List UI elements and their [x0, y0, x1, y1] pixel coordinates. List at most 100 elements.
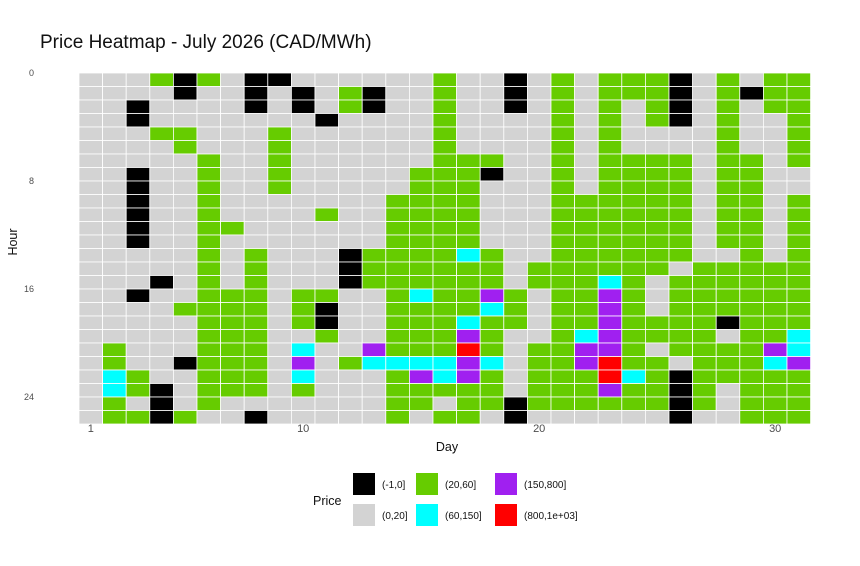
heatmap-cell	[597, 180, 623, 195]
heatmap-cell	[668, 248, 694, 263]
heatmap-cell	[220, 369, 245, 384]
heatmap-cell	[338, 153, 363, 168]
heatmap-cell	[196, 140, 222, 155]
heatmap-cell	[527, 167, 552, 182]
heatmap-cell	[361, 140, 387, 155]
heatmap-cell	[574, 329, 599, 344]
heatmap-cell	[574, 302, 599, 317]
heatmap-cell	[692, 167, 717, 182]
heatmap-cell	[338, 180, 363, 195]
heatmap-cell	[621, 342, 646, 357]
heatmap-cell	[574, 86, 599, 101]
heatmap-cell	[432, 275, 458, 290]
heatmap-cell	[527, 410, 552, 425]
heatmap-cell	[739, 113, 764, 128]
heatmap-cell	[432, 194, 458, 209]
heatmap-cell	[786, 410, 812, 425]
heatmap-cell	[715, 234, 741, 249]
heatmap-cell	[597, 315, 623, 330]
heatmap-cell	[479, 221, 505, 236]
heatmap-cell	[78, 329, 104, 344]
heatmap-cell	[527, 113, 552, 128]
heatmap-cell	[503, 113, 528, 128]
y-tick-label: 16	[24, 284, 34, 294]
heatmap-cell	[314, 72, 340, 87]
heatmap-cell	[503, 383, 528, 398]
heatmap-cell	[172, 356, 198, 371]
heatmap-cell	[503, 207, 528, 222]
heatmap-cell	[668, 86, 694, 101]
heatmap-cell	[621, 383, 646, 398]
heatmap-cell	[220, 207, 245, 222]
heatmap-cell	[338, 329, 363, 344]
heatmap-cell	[574, 356, 599, 371]
heatmap-cell	[621, 72, 646, 87]
heatmap-cell	[432, 234, 458, 249]
heatmap-cell	[503, 194, 528, 209]
heatmap-cell	[243, 396, 269, 411]
heatmap-cell	[786, 180, 812, 195]
heatmap-cell	[645, 383, 670, 398]
heatmap-cell	[314, 180, 340, 195]
heatmap-cell	[597, 342, 623, 357]
heatmap-cell	[739, 167, 764, 182]
heatmap-cell	[739, 234, 764, 249]
heatmap-cell	[527, 207, 552, 222]
heatmap-cell	[692, 221, 717, 236]
heatmap-cell	[692, 410, 717, 425]
heatmap-cell	[432, 153, 458, 168]
heatmap-cell	[102, 261, 127, 276]
heatmap-cell	[715, 275, 741, 290]
heatmap-cell	[267, 342, 292, 357]
heatmap-cell	[196, 396, 222, 411]
heatmap-cell	[243, 369, 269, 384]
heatmap-cell	[338, 288, 363, 303]
heatmap-cell	[196, 194, 222, 209]
heatmap-cell	[314, 221, 340, 236]
heatmap-cell	[290, 180, 316, 195]
heatmap-cell	[267, 99, 292, 114]
heatmap-cell	[739, 329, 764, 344]
heatmap-cell	[172, 275, 198, 290]
heatmap-cell	[456, 194, 481, 209]
heatmap-cell	[385, 180, 410, 195]
heatmap-cell	[172, 167, 198, 182]
heatmap-cell	[125, 221, 151, 236]
heatmap-cell	[172, 342, 198, 357]
heatmap-cell	[385, 126, 410, 141]
heatmap-cell	[715, 113, 741, 128]
heatmap-cell	[574, 248, 599, 263]
heatmap-cell	[408, 99, 434, 114]
heatmap-cell	[786, 99, 812, 114]
heatmap-cell	[597, 369, 623, 384]
heatmap-cell	[172, 369, 198, 384]
heatmap-cell	[338, 72, 363, 87]
heatmap-cell	[408, 113, 434, 128]
heatmap-cell	[503, 86, 528, 101]
heatmap-cell	[172, 329, 198, 344]
heatmap-cell	[668, 410, 694, 425]
heatmap-cell	[314, 234, 340, 249]
heatmap-cell	[763, 72, 788, 87]
heatmap-cell	[385, 329, 410, 344]
heatmap-cell	[125, 410, 151, 425]
heatmap-cell	[574, 315, 599, 330]
heatmap-cell	[479, 194, 505, 209]
heatmap-cell	[621, 234, 646, 249]
heatmap-cell	[220, 86, 245, 101]
heatmap-cell	[597, 126, 623, 141]
heatmap-cell	[739, 383, 764, 398]
heatmap-cell	[149, 113, 174, 128]
heatmap-cell	[314, 288, 340, 303]
heatmap-cell	[786, 234, 812, 249]
heatmap-cell	[739, 288, 764, 303]
heatmap-cell	[479, 288, 505, 303]
heatmap-cell	[739, 221, 764, 236]
heatmap-cell	[385, 342, 410, 357]
heatmap-cell	[645, 248, 670, 263]
heatmap-cell	[78, 180, 104, 195]
heatmap-cell	[597, 275, 623, 290]
heatmap-cell	[314, 261, 340, 276]
heatmap-cell	[786, 194, 812, 209]
